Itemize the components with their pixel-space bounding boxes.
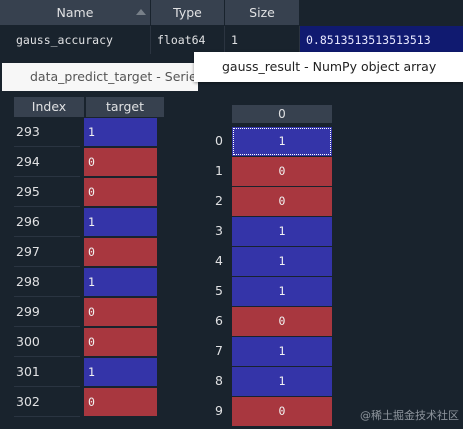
- variable-row[interactable]: gauss_accuracy float64 1 0.8513513513513…: [0, 26, 463, 54]
- array-value-cell[interactable]: 1: [232, 337, 332, 366]
- series-value-cell[interactable]: 0: [84, 178, 157, 206]
- variable-name: gauss_accuracy: [10, 26, 151, 54]
- array-value-cell[interactable]: 1: [232, 127, 332, 156]
- column-header-size[interactable]: Size: [225, 0, 300, 26]
- series-index-cell[interactable]: 301: [14, 357, 80, 387]
- series-value-cell[interactable]: 0: [84, 328, 157, 356]
- index-column-header[interactable]: Index: [14, 97, 84, 117]
- array-value-cell[interactable]: 0: [232, 397, 332, 426]
- series-index-cell[interactable]: 299: [14, 297, 80, 327]
- array-value-cell[interactable]: 0: [232, 307, 332, 336]
- series-value-cell[interactable]: 1: [84, 118, 157, 146]
- target-column-header[interactable]: target: [86, 97, 164, 117]
- series-value-cell[interactable]: 1: [84, 268, 157, 296]
- series-index-cell[interactable]: 296: [14, 207, 80, 237]
- variable-value: 0.8513513513513513: [300, 26, 463, 54]
- series-index-cell[interactable]: 298: [14, 267, 80, 297]
- column-header-name-label: Name: [56, 5, 94, 20]
- array-row-header[interactable]: 1: [215, 156, 231, 186]
- array-row-header[interactable]: 5: [215, 276, 231, 306]
- column-header-name[interactable]: Name: [0, 0, 151, 26]
- array-row-header[interactable]: 9: [215, 396, 231, 426]
- array-row-header[interactable]: 6: [215, 306, 231, 336]
- array-column-header[interactable]: 0: [232, 105, 332, 123]
- variable-type: float64: [151, 26, 225, 54]
- series-index-cell[interactable]: 294: [14, 147, 80, 177]
- sort-ascending-icon[interactable]: [136, 9, 146, 15]
- array-value-cell[interactable]: 1: [232, 247, 332, 276]
- column-header-type[interactable]: Type: [151, 0, 225, 26]
- array-value-cell[interactable]: 1: [232, 277, 332, 306]
- numpy-tooltip: gauss_result - NumPy object array: [194, 52, 463, 82]
- series-value-cell[interactable]: 0: [84, 298, 157, 326]
- series-index-cell[interactable]: 302: [14, 387, 80, 417]
- series-value-cell[interactable]: 0: [84, 238, 157, 266]
- series-index-cell[interactable]: 300: [14, 327, 80, 357]
- array-row-header[interactable]: 0: [215, 126, 231, 156]
- array-value-cell[interactable]: 0: [232, 157, 332, 186]
- series-value-cell[interactable]: 1: [84, 358, 157, 386]
- array-row-header[interactable]: 8: [215, 366, 231, 396]
- array-value-cell[interactable]: 0: [232, 187, 332, 216]
- series-index-cell[interactable]: 293: [14, 117, 80, 147]
- series-tooltip: data_predict_target - Series: [2, 63, 203, 91]
- series-index-cell[interactable]: 295: [14, 177, 80, 207]
- array-value-cell[interactable]: 1: [232, 217, 332, 246]
- array-row-header[interactable]: 3: [215, 216, 231, 246]
- array-row-header[interactable]: 4: [215, 246, 231, 276]
- array-value-cell[interactable]: 1: [232, 367, 332, 396]
- variable-explorer-header: Name Type Size: [0, 0, 300, 26]
- watermark: @稀土掘金技术社区: [360, 409, 459, 422]
- series-index-cell[interactable]: 297: [14, 237, 80, 267]
- series-value-cell[interactable]: 1: [84, 208, 157, 236]
- array-row-header[interactable]: 2: [215, 186, 231, 216]
- series-value-cell[interactable]: 0: [84, 148, 157, 176]
- series-value-cell[interactable]: 0: [84, 388, 157, 416]
- array-row-header[interactable]: 7: [215, 336, 231, 366]
- series-editor: Index target 293 1 294 0 295 0 296 1 297 0 298 1 299…: [0, 95, 195, 429]
- variable-size: 1: [225, 26, 300, 54]
